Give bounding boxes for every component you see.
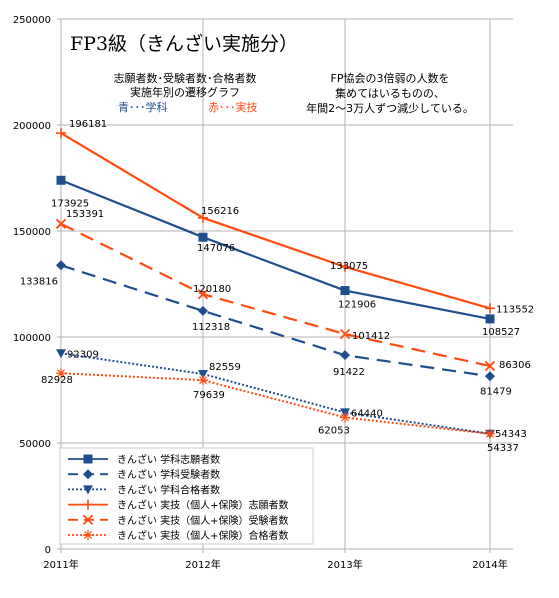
data-label: 81479 <box>480 386 512 397</box>
y-tick-label: 200000 <box>13 121 51 132</box>
data-point <box>83 469 93 480</box>
legend-label-4: きんざい 実技（個人+保険）志願者数 <box>117 499 289 512</box>
data-label: 147076 <box>197 243 235 254</box>
data-label: 54343 <box>495 429 527 440</box>
data-point <box>83 530 93 540</box>
y-tick-label: 150000 <box>13 227 51 238</box>
legend-label-3: きんざい 学科合格者数 <box>117 483 220 496</box>
data-point <box>340 286 350 296</box>
data-point <box>340 261 350 272</box>
data-label: 173925 <box>51 198 89 209</box>
data-point <box>56 128 66 139</box>
data-label: 62053 <box>318 425 350 436</box>
data-point <box>198 369 208 379</box>
x-tick-label: 2011年 <box>43 558 78 571</box>
data-label: 79639 <box>193 390 225 401</box>
data-label: 153391 <box>66 209 104 220</box>
legend-label-2: きんざい 学科受験者数 <box>117 468 220 481</box>
data-point <box>340 412 350 423</box>
data-point <box>484 360 496 372</box>
data-label: 121906 <box>338 300 376 311</box>
x-tick-label: 2014年 <box>472 558 507 571</box>
data-label: 133075 <box>330 261 368 272</box>
series-line-1 <box>60 179 491 321</box>
series-line-2 <box>60 264 491 378</box>
x-tick-label: 2013年 <box>327 558 362 571</box>
y-tick-label: 0 <box>45 545 51 556</box>
y-tick-label: 100000 <box>13 333 51 344</box>
chart-title: FP3級（きんざい実施分） <box>70 32 298 55</box>
data-point <box>56 368 66 379</box>
data-point <box>198 212 208 223</box>
data-point <box>485 371 495 382</box>
data-point <box>198 232 208 242</box>
legend-box <box>59 447 314 545</box>
data-label: 112318 <box>192 322 230 333</box>
data-point <box>55 218 67 229</box>
legend-label-5: きんざい 実技（個人+保険）受験者数 <box>117 514 289 527</box>
series-line-6 <box>60 372 491 435</box>
data-labels: 173925 147076 121906 108527 133816 112318 9142… <box>20 119 534 454</box>
series-line-5 <box>60 222 491 368</box>
axes <box>57 18 491 553</box>
x-tick-label: 2012年 <box>185 558 220 571</box>
data-label: 101412 <box>352 331 390 342</box>
y-tick-label: 50000 <box>19 439 51 450</box>
data-point <box>83 485 93 495</box>
legend-note-blue: 青･･･学科 <box>118 100 168 114</box>
x-tick-labels: 2011年 2012年 2013年 2014年 <box>43 558 507 571</box>
data-point <box>340 350 350 361</box>
comment-line-1: FP協会の3倍弱の人数を <box>331 71 450 85</box>
y-tick-label: 250000 <box>13 15 51 26</box>
data-point <box>197 289 209 300</box>
data-label: 156216 <box>201 206 239 217</box>
data-label: 91422 <box>333 367 365 378</box>
data-point <box>56 175 66 185</box>
data-label: 92309 <box>67 349 99 360</box>
series-group <box>55 128 496 439</box>
y-tick-labels: 0 50000 100000 150000 200000 250000 <box>13 15 51 556</box>
data-point <box>339 328 351 340</box>
legend-note-red: 赤･･･実技 <box>208 100 258 114</box>
data-label: 82928 <box>41 375 73 386</box>
series-line-4 <box>60 132 491 310</box>
data-point <box>485 428 495 439</box>
chart-subtitle-line-2: 実施年別の遷移グラフ <box>130 85 240 99</box>
data-point <box>485 314 495 324</box>
comment-line-3: 年間2～3万人ずつ減少している。 <box>306 101 474 115</box>
data-point <box>82 514 94 525</box>
data-label: 86306 <box>499 360 531 371</box>
data-label: 108527 <box>482 327 520 338</box>
data-label: 196181 <box>69 119 107 130</box>
data-point <box>83 454 93 464</box>
chart-subtitle-line-1: 志願者数･受験者数･合格者数 <box>114 71 257 85</box>
data-label: 120180 <box>193 284 231 295</box>
data-point <box>56 349 66 359</box>
data-point <box>485 303 495 314</box>
data-point <box>56 260 66 271</box>
data-label: 113552 <box>496 304 534 315</box>
data-label: 64440 <box>351 408 383 419</box>
legend-label-1: きんざい 学科志願者数 <box>117 453 220 466</box>
data-label: 82559 <box>209 362 241 373</box>
data-label: 133816 <box>20 276 58 287</box>
series-line-3 <box>60 352 491 435</box>
comment-line-2: 集めてはいるものの、 <box>335 86 445 100</box>
data-label: 54337 <box>487 443 519 454</box>
data-point <box>198 305 208 316</box>
legend-label-6: きんざい 実技（個人+保険）合格者数 <box>117 529 289 542</box>
data-point <box>83 499 93 510</box>
data-point <box>198 375 208 386</box>
